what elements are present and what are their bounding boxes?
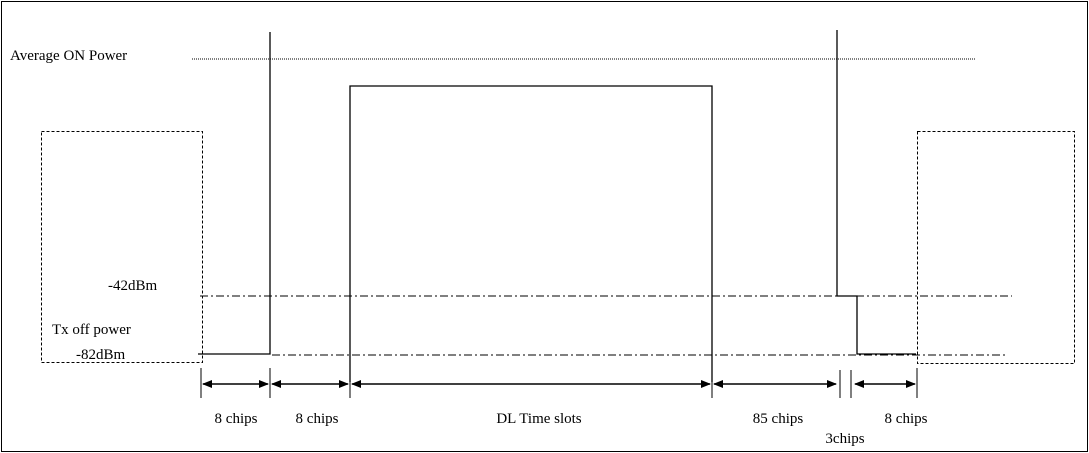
previous-slot-box [41,131,203,363]
power-envelope [198,32,271,355]
tx-off-power-label: Tx off power [52,322,131,338]
ramp-down-envelope [836,30,916,355]
interval-ticks [200,368,918,398]
average-on-power-label: Average ON Power [10,48,127,64]
interval-label-3: DL Time slots [496,411,581,427]
next-slot-box [917,131,1075,364]
interval-label-6: 8 chips [885,411,928,427]
minus82-label: -82dBm [76,347,126,363]
dl-time-slot-envelope [349,85,713,382]
interval-label-2: 8 chips [296,411,339,427]
interval-label-4: 85 chips [753,411,804,427]
minus42-label: -42dBm [108,278,158,294]
interval-label-5: 3chips [825,431,864,447]
interval-label-1: 8 chips [215,411,258,427]
